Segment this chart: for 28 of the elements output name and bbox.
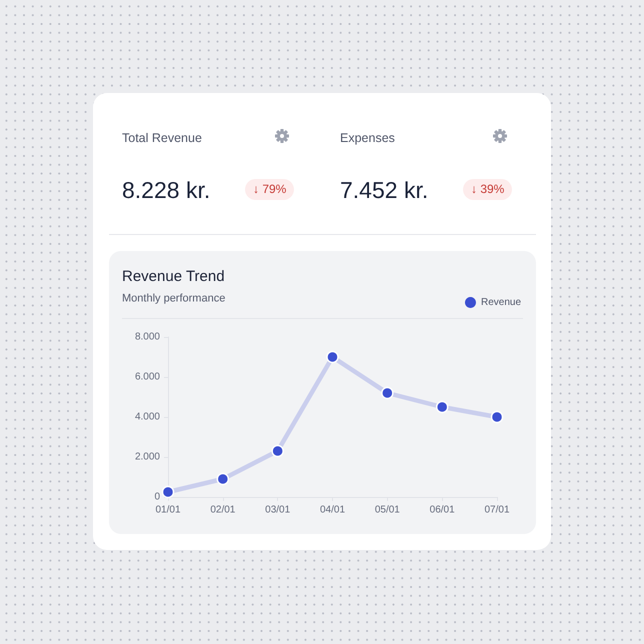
text: 8.228 kr. <box>122 177 210 204</box>
point <box>326 350 339 364</box>
y-tick-label: 4.000 <box>134 412 160 422</box>
x-tick-label: 02/01 <box>210 504 236 516</box>
chart-subtitle: Monthly performance <box>122 292 226 304</box>
badge: ↓ 39% <box>463 179 512 200</box>
y-tick-label: 6.000 <box>134 372 160 382</box>
point <box>490 410 504 424</box>
legend-label: Revenue <box>480 297 522 308</box>
x-tick-label: 01/01 <box>155 504 181 516</box>
x-tick-label: 07/01 <box>484 504 510 516</box>
point <box>271 444 284 458</box>
y-tick-label: 0 <box>154 492 160 502</box>
point <box>381 386 394 400</box>
text: Expenses <box>340 131 395 145</box>
point <box>436 400 448 414</box>
y-tick-label: 8.000 <box>134 332 160 342</box>
point <box>162 486 174 498</box>
point <box>216 472 230 486</box>
chart-title: Revenue Trend <box>122 268 225 285</box>
text: 7.452 kr. <box>340 177 428 204</box>
text: Total Revenue <box>122 131 202 145</box>
x-tick-label: 05/01 <box>374 504 400 516</box>
x-tick-label: 04/01 <box>320 504 346 516</box>
x-tick-label: 06/01 <box>430 504 456 516</box>
x-tick-label: 03/01 <box>265 504 291 516</box>
badge: ↓ 79% <box>245 179 294 200</box>
y-tick-label: 2.000 <box>134 452 160 462</box>
